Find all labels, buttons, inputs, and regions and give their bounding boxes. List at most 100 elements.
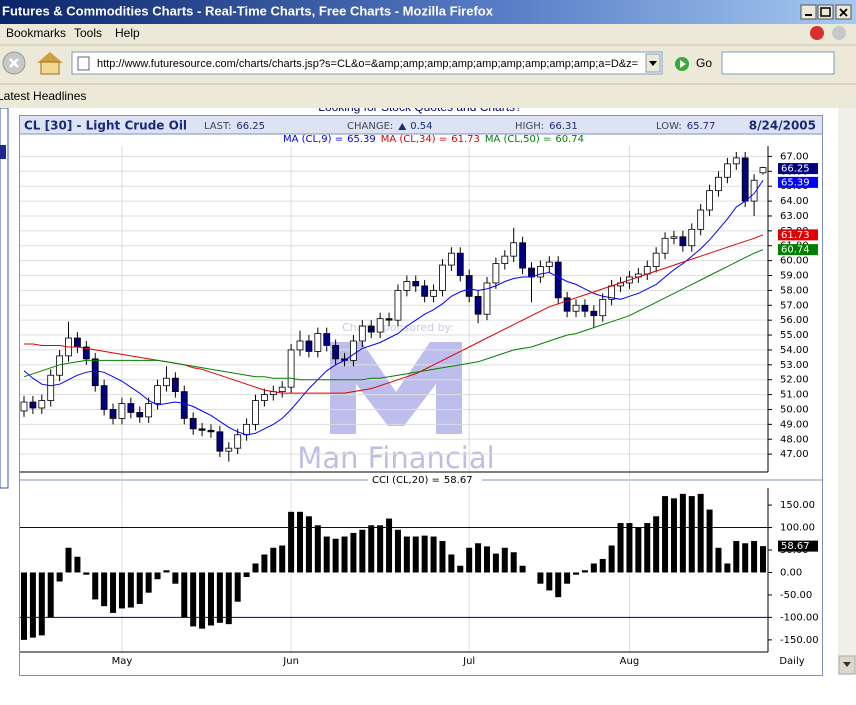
scrollbar[interactable] (838, 108, 856, 675)
candle-body (519, 242, 527, 269)
cci-bar (207, 572, 214, 626)
y-tick-label: 67.00 (780, 151, 809, 162)
cci-bar (350, 532, 357, 573)
candle-body (136, 412, 144, 418)
y-tick-label: 56.00 (780, 315, 809, 326)
cci-bar (270, 547, 277, 573)
moving-average-line (24, 234, 764, 394)
candle-body (198, 428, 206, 431)
minimize-button[interactable] (800, 4, 817, 20)
y-tick-label: 0.00 (780, 567, 802, 578)
home-button[interactable] (37, 52, 63, 75)
cci-bar (635, 527, 642, 573)
x-tick-label: May (112, 656, 133, 667)
cci-bar (29, 572, 36, 638)
panel-title: CCI (CL,20) = (372, 475, 440, 486)
candle-body (296, 340, 304, 351)
candle-body (171, 377, 179, 393)
y-tick-label: -50.00 (780, 590, 812, 601)
y-tick-label: 64.00 (780, 196, 809, 207)
cci-bar (56, 572, 63, 582)
value-box-label: 61.73 (781, 230, 810, 241)
candle-body (723, 163, 731, 178)
y-tick-label: 52.00 (780, 375, 809, 386)
cci-bar (466, 547, 473, 573)
candle-body (750, 179, 758, 202)
cci-bar (199, 572, 206, 629)
legend-value: 61.73 (451, 134, 480, 145)
cci-bar (608, 545, 615, 573)
cci-bar (546, 572, 553, 591)
value-box-label: 58.67 (781, 541, 810, 552)
candle-body (528, 267, 535, 278)
cci-bar (332, 538, 339, 573)
cci-bar (483, 546, 490, 573)
candle-body (189, 418, 197, 430)
candle-body (260, 394, 268, 401)
cci-bar (279, 545, 286, 573)
candle-body (715, 176, 722, 192)
cci-bar (38, 572, 45, 636)
y-tick-label: 50.00 (780, 404, 809, 415)
y-tick-label: 63.00 (780, 211, 809, 222)
icon (839, 8, 848, 17)
candle-body (358, 325, 366, 342)
value-box-label: 60.74 (781, 245, 810, 256)
y-tick-label: -150.00 (780, 635, 819, 646)
bookmark[interactable]: Latest Headlines (0, 89, 86, 103)
page-icon (77, 56, 90, 71)
cci-bar (492, 553, 499, 573)
candle-body (412, 281, 420, 287)
candle-body (554, 261, 562, 299)
stat-label: LAST: (204, 121, 231, 132)
cci-bar (581, 570, 588, 573)
candle-body (350, 340, 357, 361)
side-tab (0, 145, 6, 159)
menu-item[interactable]: Tools (74, 26, 102, 40)
activity-icon (810, 26, 824, 40)
candle-body (100, 385, 108, 410)
cci-bar (47, 572, 54, 618)
cci-bar (92, 572, 99, 600)
value-box (778, 229, 818, 241)
x-tick-label: Jun (282, 656, 299, 667)
cci-bar (314, 525, 321, 573)
value-box-label: 66.25 (781, 164, 810, 175)
throbber (832, 26, 846, 40)
candle-body (456, 252, 464, 276)
icon (40, 61, 60, 75)
search-box[interactable] (721, 51, 835, 75)
chart-date: 8/24/2005 (749, 119, 816, 133)
icon (649, 61, 657, 66)
url-bar[interactable] (71, 51, 663, 75)
cci-bar (172, 572, 179, 584)
cci-bar (430, 536, 437, 573)
candle-body (759, 167, 767, 174)
candle-body (109, 409, 117, 419)
cci-bar (21, 572, 27, 640)
menu-item[interactable]: Bookmarks (6, 26, 66, 40)
candle-body (590, 310, 598, 317)
cci-bar (297, 511, 304, 573)
y-tick-label: 59.00 (780, 271, 809, 282)
value-box (778, 176, 818, 188)
candle-body (163, 377, 170, 387)
stat-value: 66.25 (236, 121, 265, 132)
candle-body (599, 298, 607, 317)
cci-bar (412, 536, 419, 573)
candle-body (47, 374, 55, 401)
cci-bar (760, 546, 766, 573)
cci-bar (216, 572, 223, 623)
value-box (778, 163, 818, 175)
legend-value: 65.39 (347, 134, 376, 145)
go-button[interactable]: Go (696, 56, 712, 70)
sponsor-name: Man Financial (297, 441, 494, 475)
candle-body (38, 400, 46, 409)
menu-item[interactable]: Help (115, 26, 140, 40)
y-tick-label: -100.00 (780, 612, 819, 623)
cci-bar (724, 563, 731, 573)
legend-name: MA (CL,34) = (381, 134, 447, 145)
cci-bar (421, 535, 428, 573)
candle-body (216, 431, 224, 452)
